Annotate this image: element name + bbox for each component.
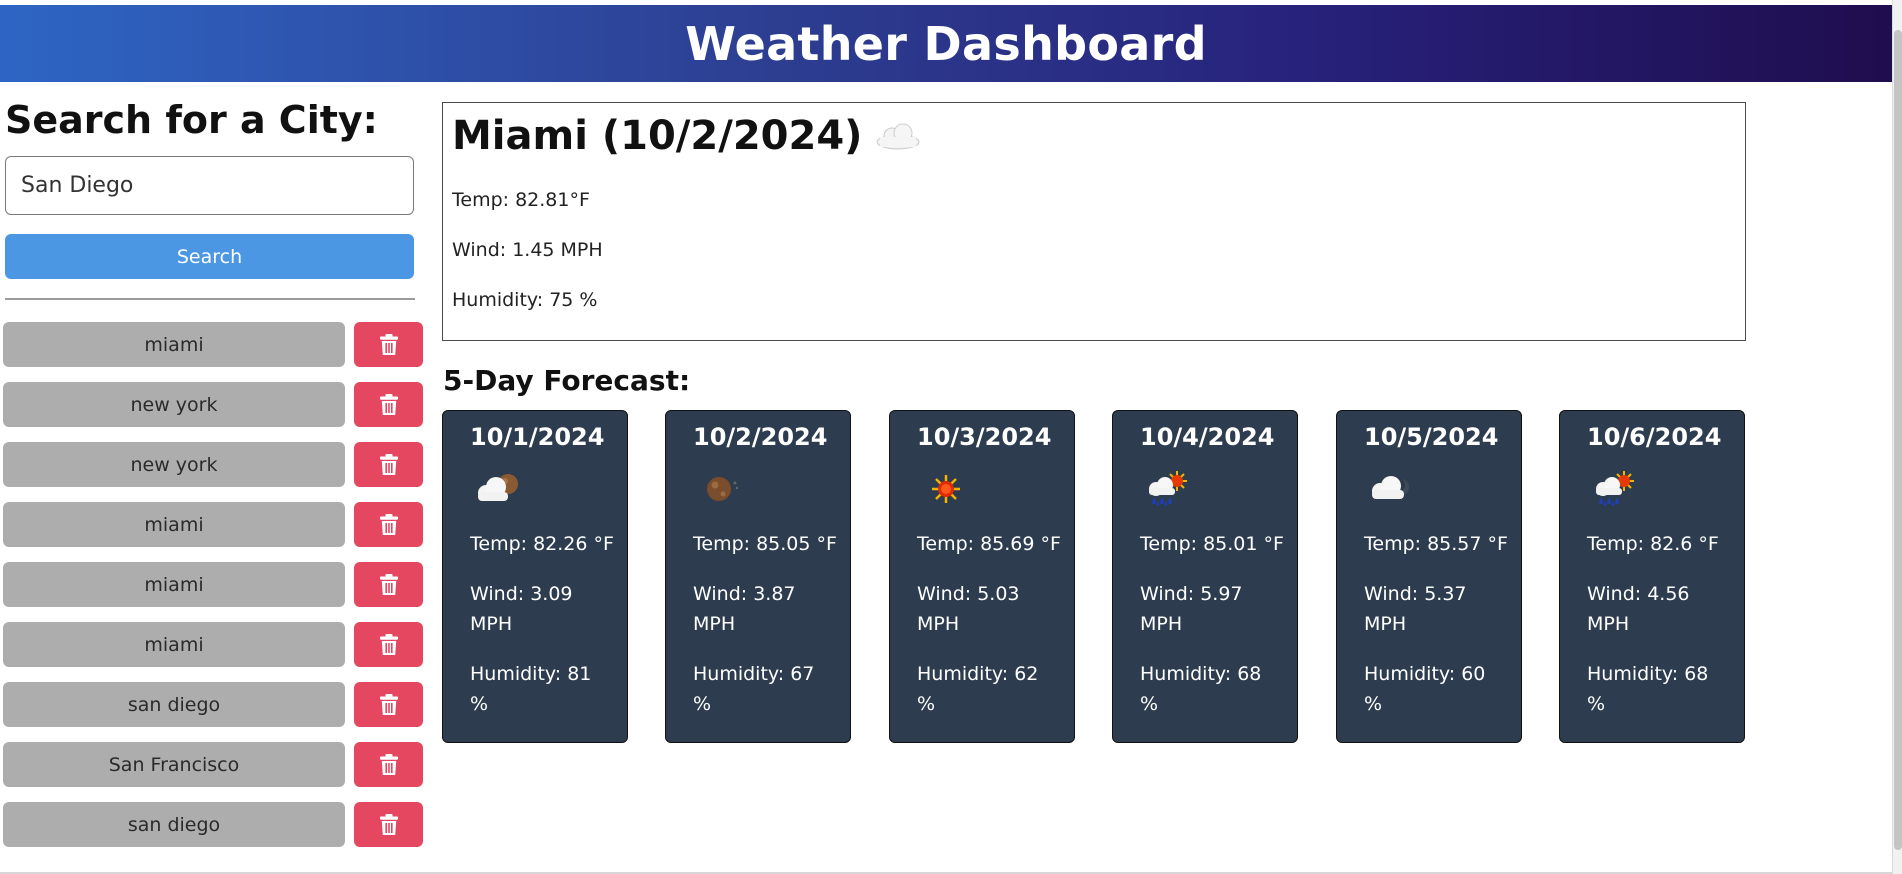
top-strip: [0, 0, 1902, 5]
history-item: miami: [3, 322, 423, 367]
forecast-humidity: Humidity: 68 %: [1140, 663, 1262, 715]
current-city-date: Miami (10/2/2024): [452, 113, 863, 159]
delete-history-button[interactable]: [354, 682, 423, 727]
forecast-card: 10/1/2024 Temp: 82.26 °F Wind: 3.09 MPH …: [442, 410, 628, 743]
forecast-wind: Wind: 3.87 MPH: [693, 583, 796, 635]
delete-history-button[interactable]: [354, 322, 423, 367]
city-search-input[interactable]: [5, 156, 414, 215]
forecast-date: 10/3/2024: [917, 423, 1052, 451]
forecast-humidity: Humidity: 62 %: [917, 663, 1039, 715]
history-item: San Francisco: [3, 742, 423, 787]
trash-icon: [379, 334, 398, 355]
current-humidity: Humidity: 75 %: [452, 289, 598, 311]
history-city-button[interactable]: miami: [3, 562, 345, 607]
history-item: new york: [3, 442, 423, 487]
forecast-wind: Wind: 5.03 MPH: [917, 583, 1020, 635]
cloudy-night-icon: [1372, 476, 1409, 499]
forecast-date: 10/4/2024: [1140, 423, 1275, 451]
delete-history-button[interactable]: [354, 622, 423, 667]
page-header: Weather Dashboard: [0, 5, 1892, 82]
forecast-card: 10/6/2024 Temp: 82.6 °F Wind: 4.56 MPH H…: [1559, 410, 1745, 743]
delete-history-button[interactable]: [354, 502, 423, 547]
sidebar-divider: [5, 298, 415, 300]
search-sidebar: Search for a City: Search: [5, 92, 419, 300]
history-item: miami: [3, 562, 423, 607]
current-temp: Temp: 82.81°F: [452, 189, 590, 211]
forecast-humidity: Humidity: 81 %: [470, 663, 592, 715]
current-weather-panel: Miami (10/2/2024) Temp: 82.81°F Wind: 1.…: [442, 102, 1746, 341]
trash-icon: [379, 514, 398, 535]
forecast-title: 5-Day Forecast:: [443, 364, 691, 397]
page-title: Weather Dashboard: [685, 16, 1207, 71]
forecast-card: 10/4/2024 Temp: 85.01 °F Wind: 5.97 MPH …: [1112, 410, 1298, 743]
moon-icon: [707, 477, 739, 501]
history-city-button[interactable]: san diego: [3, 802, 345, 847]
forecast-date: 10/5/2024: [1364, 423, 1499, 451]
history-city-button[interactable]: miami: [3, 622, 345, 667]
trash-icon: [379, 394, 398, 415]
history-city-button[interactable]: new york: [3, 442, 345, 487]
cloud-icon: [876, 123, 920, 150]
forecast-card: 10/5/2024 Temp: 85.57 °F Wind: 5.37 MPH …: [1336, 410, 1522, 743]
page-scrollbar-thumb[interactable]: [1894, 30, 1902, 850]
forecast-date: 10/1/2024: [470, 423, 605, 451]
forecast-temp: Temp: 85.57 °F: [1364, 533, 1508, 555]
delete-history-button[interactable]: [354, 742, 423, 787]
forecast-temp: Temp: 82.6 °F: [1587, 533, 1719, 555]
forecast-card: 10/3/2024 Temp: 85.69 °F Wind: 5.03 MPH …: [889, 410, 1075, 743]
forecast-date: 10/2/2024: [693, 423, 828, 451]
history-city-button[interactable]: san diego: [3, 682, 345, 727]
page-scrollbar[interactable]: [1892, 0, 1902, 874]
current-weather-title: Miami (10/2/2024): [452, 113, 922, 159]
delete-history-button[interactable]: [354, 442, 423, 487]
history-city-button[interactable]: miami: [3, 502, 345, 547]
delete-history-button[interactable]: [354, 382, 423, 427]
bottom-border: [0, 872, 1892, 874]
sun-rain-icon: [1149, 471, 1187, 507]
delete-history-button[interactable]: [354, 562, 423, 607]
history-item: san diego: [3, 682, 423, 727]
sun-icon: [932, 475, 960, 503]
trash-icon: [379, 694, 398, 715]
search-button[interactable]: Search: [5, 234, 414, 279]
forecast-humidity: Humidity: 60 %: [1364, 663, 1486, 715]
current-wind: Wind: 1.45 MPH: [452, 239, 603, 261]
sun-rain-icon: [1596, 471, 1634, 507]
history-city-button[interactable]: new york: [3, 382, 345, 427]
trash-icon: [379, 814, 398, 835]
forecast-wind: Wind: 4.56 MPH: [1587, 583, 1690, 635]
search-heading: Search for a City:: [5, 98, 378, 142]
history-city-button[interactable]: San Francisco: [3, 742, 345, 787]
forecast-wind: Wind: 5.37 MPH: [1364, 583, 1467, 635]
history-item: san diego: [3, 802, 423, 847]
cloud-moon-icon: [478, 474, 518, 501]
trash-icon: [379, 634, 398, 655]
forecast-card: 10/2/2024 Temp: 85.05 °F Wind: 3.87 MPH …: [665, 410, 851, 743]
trash-icon: [379, 454, 398, 475]
forecast-temp: Temp: 85.69 °F: [917, 533, 1061, 555]
delete-history-button[interactable]: [354, 802, 423, 847]
history-item: new york: [3, 382, 423, 427]
history-item: miami: [3, 502, 423, 547]
history-item: miami: [3, 622, 423, 667]
forecast-temp: Temp: 82.26 °F: [470, 533, 614, 555]
forecast-humidity: Humidity: 67 %: [693, 663, 815, 715]
forecast-wind: Wind: 5.97 MPH: [1140, 583, 1243, 635]
forecast-date: 10/6/2024: [1587, 423, 1722, 451]
forecast-wind: Wind: 3.09 MPH: [470, 583, 573, 635]
forecast-temp: Temp: 85.05 °F: [693, 533, 837, 555]
forecast-temp: Temp: 85.01 °F: [1140, 533, 1284, 555]
history-city-button[interactable]: miami: [3, 322, 345, 367]
trash-icon: [379, 574, 398, 595]
trash-icon: [379, 754, 398, 775]
forecast-humidity: Humidity: 68 %: [1587, 663, 1709, 715]
